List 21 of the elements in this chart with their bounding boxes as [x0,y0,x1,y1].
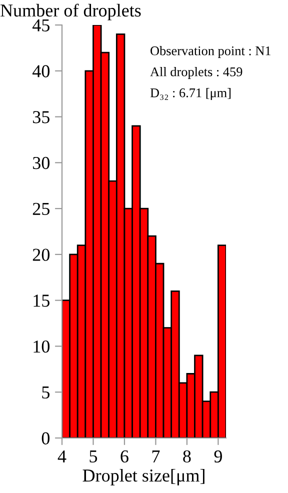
y-tick-label: 40 [32,65,50,78]
y-tick-label: 20 [32,248,50,261]
x-tick-label: 4 [58,450,66,462]
x-tick-label: 5 [90,450,98,463]
x-tick-label: 6 [120,450,128,463]
annotation: All droplets : 459 [150,67,242,79]
y-tick-label: 0 [42,432,50,444]
x-tick-label: 8 [183,450,191,463]
y-tick-label: 5 [42,386,50,399]
y-tick-label: 15 [34,294,50,307]
y-tick-label: 10 [34,340,50,353]
y-tick-label: 35 [33,111,50,124]
y-axis-title: Number of droplets [0,4,141,20]
y-tick-label: 25 [32,202,50,215]
y-tick-label: 30 [33,156,50,170]
x-tick-label: 7 [152,450,160,462]
annotation: D₃₂ : 6.71 [μm] [150,88,231,100]
y-tick-label: 45 [32,19,50,32]
x-axis-title: Droplet size[μm] [82,468,204,486]
x-tick-label: 9 [214,450,222,463]
annotation: Observation point : N1 [150,46,271,58]
